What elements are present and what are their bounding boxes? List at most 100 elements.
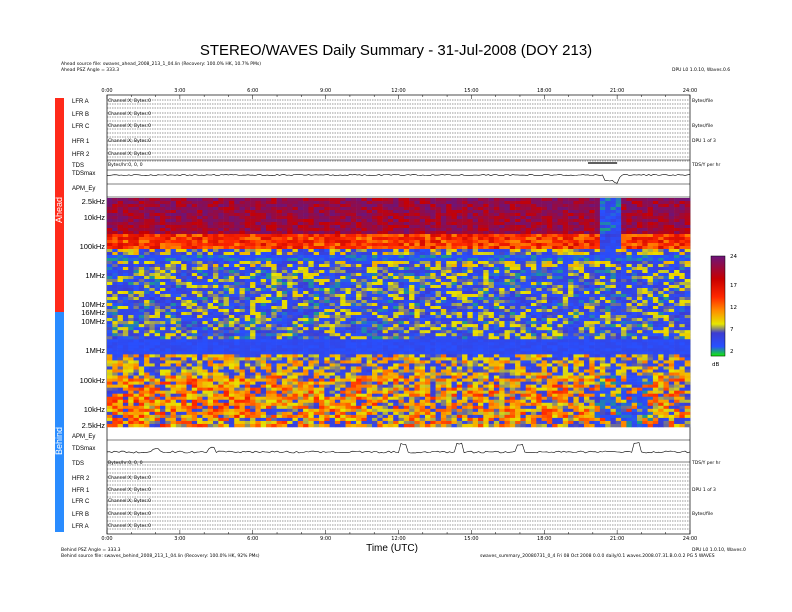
- ahead-spec-cell: [191, 279, 198, 283]
- ahead-spec-cell: [250, 303, 256, 307]
- ahead-spec-cell: [260, 225, 267, 229]
- ahead-spec-cell: [165, 255, 171, 259]
- ahead-spec-cell: [356, 306, 362, 310]
- ahead-spec-cell: [546, 270, 553, 274]
- ahead-spec-cell: [493, 273, 500, 277]
- ahead-spec-cell: [493, 282, 500, 286]
- behind-spec-cell: [175, 318, 182, 322]
- ahead-spec-cell: [186, 237, 193, 241]
- ahead-spec-cell: [149, 273, 155, 277]
- behind-spec-cell: [191, 327, 198, 331]
- ahead-spec-cell: [276, 246, 283, 250]
- ahead-spec-cell: [239, 279, 246, 283]
- ahead-spec-cell: [319, 303, 325, 307]
- ahead-spec-cell: [175, 249, 182, 253]
- ahead-spec-cell: [329, 213, 336, 217]
- ahead-spec-cell: [472, 294, 479, 298]
- ahead-spec-cell: [250, 291, 256, 295]
- ahead-spec-cell: [366, 228, 373, 232]
- ahead-spec-cell: [584, 282, 590, 286]
- ahead-spec-cell: [663, 258, 670, 262]
- ahead-spec-cell: [541, 273, 548, 277]
- ahead-spec-cell: [138, 210, 145, 214]
- ahead-spec-cell: [223, 240, 230, 244]
- ahead-spec-cell: [499, 294, 505, 298]
- ahead-spec-cell: [202, 291, 208, 295]
- ahead-spec-cell: [658, 201, 664, 205]
- ahead-spec-cell: [440, 285, 447, 289]
- ahead-spec-cell: [308, 258, 314, 262]
- ahead-spec-cell: [281, 291, 288, 295]
- ahead-spec-cell: [631, 204, 638, 208]
- ahead-spec-cell: [319, 297, 325, 301]
- ahead-spec-cell: [525, 237, 532, 241]
- ahead-spec-cell: [377, 267, 383, 271]
- ahead-spec-cell: [440, 201, 447, 205]
- ahead-spec-cell: [647, 309, 654, 313]
- ahead-spec-cell: [329, 300, 336, 304]
- ahead-spec-cell: [308, 198, 314, 202]
- behind-spec-cell: [276, 324, 283, 328]
- ahead-spec-cell: [605, 285, 611, 289]
- ahead-spec-cell: [345, 294, 352, 298]
- ahead-spec-cell: [107, 270, 113, 274]
- ahead-spec-cell: [647, 285, 654, 289]
- ahead-spec-cell: [679, 297, 685, 301]
- ahead-spec-cell: [239, 276, 246, 280]
- ahead-spec-cell: [377, 228, 383, 232]
- ahead-spec-cell: [186, 210, 193, 214]
- ahead-spec-cell: [578, 309, 585, 313]
- ahead-spec-cell: [207, 297, 214, 301]
- ahead-spec-cell: [112, 303, 118, 307]
- ahead-spec-cell: [345, 222, 352, 226]
- behind-spec-cell: [631, 321, 638, 325]
- ahead-spec-cell: [499, 243, 505, 247]
- ahead-spec-cell: [647, 276, 654, 280]
- ahead-spec-cell: [509, 249, 516, 253]
- behind-spec-cell: [144, 312, 150, 316]
- ahead-spec-cell: [605, 246, 611, 250]
- ahead-spec-cell: [679, 300, 685, 304]
- ahead-spec-cell: [228, 219, 235, 223]
- ahead-spec-cell: [107, 252, 113, 256]
- ahead-spec-cell: [605, 213, 611, 217]
- ahead-spec-cell: [117, 231, 124, 235]
- ahead-spec-cell: [372, 246, 378, 250]
- ahead-spec-cell: [578, 222, 585, 226]
- ahead-spec-cell: [615, 231, 622, 235]
- ahead-spec-cell: [425, 216, 431, 220]
- behind-spec-cell: [568, 315, 574, 319]
- ahead-spec-cell: [366, 276, 373, 280]
- ahead-spec-cell: [398, 309, 405, 313]
- ahead-spec-cell: [446, 276, 452, 280]
- ahead-spec-cell: [170, 252, 177, 256]
- ahead-spec-cell: [361, 309, 367, 313]
- ahead-spec-cell: [674, 231, 680, 235]
- ahead-spec-cell: [425, 261, 431, 265]
- ahead-spec-cell: [228, 252, 235, 256]
- ahead-spec-cell: [419, 201, 426, 205]
- ahead-spec-cell: [462, 303, 468, 307]
- ahead-spec-cell: [642, 243, 648, 247]
- ahead-spec-cell: [398, 300, 405, 304]
- behind-spec-cell: [610, 312, 617, 316]
- ahead-spec-cell: [541, 264, 548, 268]
- behind-spec-cell: [255, 321, 261, 325]
- ahead-spec-cell: [244, 198, 251, 202]
- ahead-spec-cell: [679, 201, 685, 205]
- ahead-spec-cell: [578, 228, 585, 232]
- ahead-spec-cell: [462, 270, 468, 274]
- ahead-spec-cell: [499, 258, 505, 262]
- behind-spec-cell: [223, 312, 230, 316]
- behind-spec-cell: [160, 321, 166, 325]
- ahead-spec-cell: [287, 258, 293, 262]
- behind-spec-cell: [642, 318, 648, 322]
- ahead-spec-cell: [425, 207, 431, 211]
- behind-spec-cell: [292, 324, 299, 328]
- ahead-spec-cell: [372, 297, 378, 301]
- ahead-spec-cell: [207, 309, 214, 313]
- ahead-spec-cell: [430, 210, 436, 214]
- ahead-spec-cell: [658, 246, 664, 250]
- ahead-spec-cell: [631, 273, 638, 277]
- ahead-spec-cell: [144, 294, 150, 298]
